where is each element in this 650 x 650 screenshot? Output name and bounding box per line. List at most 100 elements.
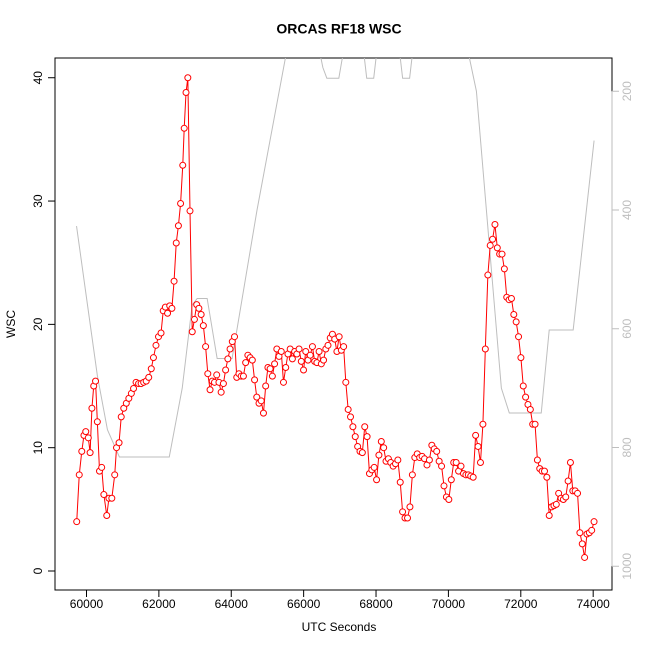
- chart-title: ORCAS RF18 WSC: [276, 21, 401, 37]
- data-point: [515, 333, 523, 341]
- x-tick-label: 62000: [142, 597, 176, 611]
- data-point: [117, 413, 125, 421]
- data-point: [457, 462, 465, 470]
- data-point: [590, 518, 598, 526]
- data-point: [399, 508, 407, 516]
- data-point: [253, 393, 261, 401]
- data-point: [347, 413, 355, 421]
- data-point: [248, 356, 256, 364]
- data-point: [262, 382, 270, 390]
- data-point: [199, 322, 207, 330]
- y2-tick-label: 400: [620, 200, 634, 220]
- data-point: [370, 463, 378, 471]
- data-point: [588, 526, 596, 534]
- data-point: [438, 462, 446, 470]
- data-point: [271, 360, 279, 368]
- data-point: [75, 471, 83, 479]
- y-tick-label: 0: [31, 567, 45, 574]
- data-point: [288, 355, 296, 363]
- data-point: [197, 311, 205, 319]
- data-point: [498, 250, 506, 258]
- data-point: [231, 333, 239, 341]
- data-point: [164, 309, 172, 317]
- data-point: [576, 529, 584, 537]
- data-point: [493, 244, 501, 252]
- data-point: [380, 444, 388, 452]
- data-point: [130, 384, 138, 392]
- data-point: [491, 220, 499, 228]
- data-point: [510, 311, 518, 319]
- data-point: [581, 553, 589, 561]
- data-point: [295, 345, 303, 353]
- data-point: [149, 354, 157, 362]
- data-point: [172, 239, 180, 247]
- data-point: [361, 423, 369, 431]
- data-point: [147, 365, 155, 373]
- data-point: [174, 222, 182, 230]
- data-point: [217, 388, 225, 396]
- data-point: [111, 471, 119, 479]
- data-point: [533, 456, 541, 464]
- data-point: [562, 493, 570, 501]
- data-point: [522, 393, 530, 401]
- data-point: [517, 354, 525, 362]
- data-point: [115, 439, 123, 447]
- data-point: [184, 74, 192, 82]
- data-point: [297, 357, 305, 365]
- data-point: [447, 476, 455, 484]
- data-point: [476, 458, 484, 466]
- data-point: [195, 304, 203, 312]
- data-point: [472, 431, 480, 439]
- data-point: [308, 343, 316, 351]
- data-point: [180, 124, 188, 132]
- data-point: [257, 397, 265, 405]
- y2-tick-label: 600: [620, 318, 634, 338]
- y-tick-label: 20: [31, 317, 45, 331]
- data-point: [342, 378, 350, 386]
- x-tick-label: 68000: [359, 597, 393, 611]
- data-point: [425, 456, 433, 464]
- data-point: [543, 473, 551, 481]
- data-point: [266, 365, 274, 373]
- data-point: [396, 478, 404, 486]
- data-point: [394, 456, 402, 464]
- y-tick-label: 30: [31, 194, 45, 208]
- data-point: [93, 418, 101, 426]
- y-axis-label: WSC: [4, 310, 18, 338]
- data-point: [170, 277, 178, 285]
- data-point: [190, 315, 198, 323]
- data-point: [108, 494, 116, 502]
- data-point: [578, 540, 586, 548]
- data-point: [277, 348, 285, 356]
- data-point: [324, 341, 332, 349]
- y-tick-label: 40: [31, 71, 45, 85]
- data-point: [78, 447, 86, 455]
- data-point: [84, 434, 92, 442]
- data-point: [512, 318, 520, 326]
- data-point: [145, 373, 153, 381]
- data-point: [320, 356, 328, 364]
- data-point: [242, 359, 250, 367]
- data-point: [82, 428, 90, 436]
- data-point: [92, 377, 100, 385]
- data-point: [315, 348, 323, 356]
- x-tick-label: 70000: [432, 597, 466, 611]
- data-point: [486, 241, 494, 249]
- y2-tick-label: 200: [620, 81, 634, 101]
- data-point: [440, 482, 448, 490]
- data-point: [340, 343, 348, 351]
- series-line: [76, 58, 595, 458]
- data-point: [157, 329, 165, 337]
- data-point: [73, 518, 81, 526]
- y2-tick-label: 800: [620, 437, 634, 457]
- data-point: [206, 386, 214, 394]
- data-point: [344, 405, 352, 413]
- data-point: [259, 409, 267, 417]
- data-point: [351, 433, 359, 441]
- data-point: [335, 333, 343, 341]
- data-point: [306, 351, 314, 359]
- data-point: [531, 420, 539, 428]
- data-point: [188, 328, 196, 336]
- data-point: [349, 423, 357, 431]
